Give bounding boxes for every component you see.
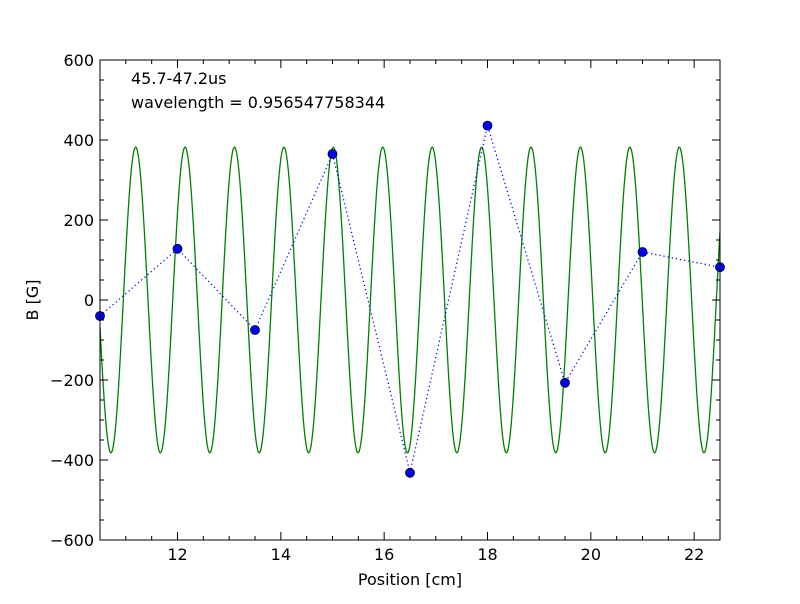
measured-point bbox=[405, 467, 415, 478]
measured-point bbox=[560, 377, 570, 388]
annotation-wavelength: wavelength = 0.956547758344 bbox=[131, 93, 385, 112]
ticks-layer: 12 14 16 18 20 22 −600 −400 −200 0 200 400 600 bbox=[50, 51, 721, 564]
measured-point bbox=[637, 247, 648, 257]
x-tick-label: 20 bbox=[581, 545, 601, 564]
measured-point bbox=[172, 243, 183, 254]
x-axis-label: Position [cm] bbox=[358, 570, 462, 589]
fit-sine-line bbox=[99, 146, 721, 454]
y-axis-label: B [G] bbox=[23, 280, 42, 321]
y-tick-label: −400 bbox=[50, 451, 94, 470]
x-tick-label: 14 bbox=[271, 545, 291, 564]
measured-point bbox=[482, 120, 493, 131]
plot-area bbox=[100, 60, 720, 540]
y-tick-label: −600 bbox=[50, 531, 94, 550]
x-tick-label: 18 bbox=[477, 545, 497, 564]
y-tick-label: −200 bbox=[50, 371, 94, 390]
plot-frame bbox=[99, 59, 721, 541]
annotation-time-range: 45.7-47.2us bbox=[131, 69, 227, 88]
y-tick-label: 0 bbox=[84, 291, 94, 310]
measured-point bbox=[327, 149, 338, 159]
y-tick-label: 600 bbox=[63, 51, 94, 70]
fit-layer bbox=[99, 146, 721, 454]
x-tick-label: 22 bbox=[684, 545, 704, 564]
x-tick-label: 16 bbox=[374, 545, 394, 564]
measured-layer bbox=[95, 120, 725, 478]
measured-point bbox=[250, 325, 260, 335]
y-tick-label: 200 bbox=[63, 211, 94, 230]
y-tick-label: 400 bbox=[63, 131, 94, 150]
x-tick-label: 12 bbox=[167, 545, 187, 564]
